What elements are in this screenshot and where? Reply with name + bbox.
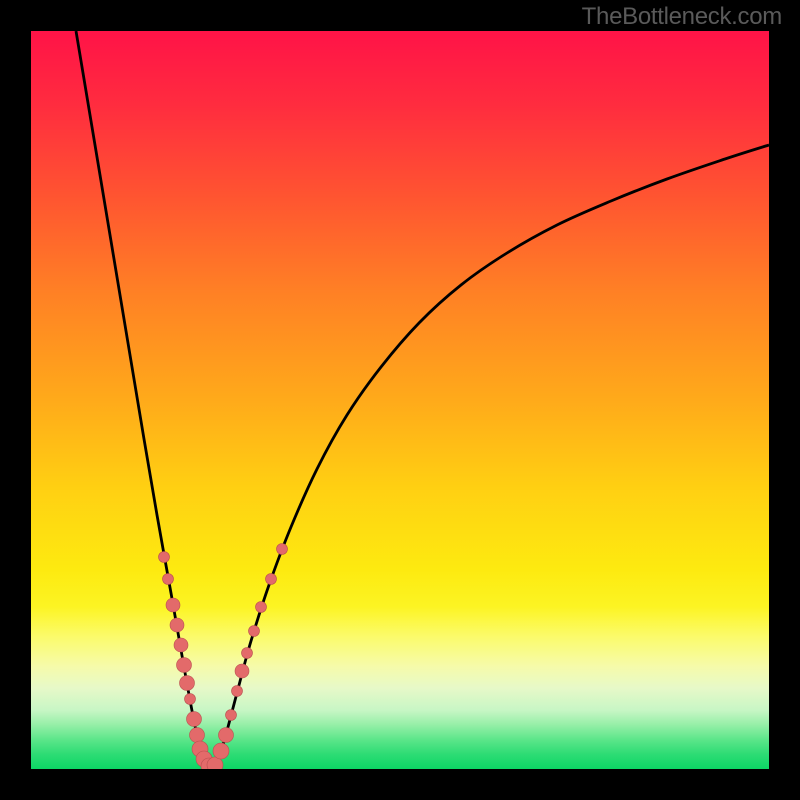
frame-bottom: [0, 769, 800, 800]
gradient-background: [31, 31, 769, 769]
frame-right: [769, 0, 800, 800]
plot-area: [31, 31, 769, 769]
frame-left: [0, 0, 31, 800]
watermark-text: TheBottleneck.com: [582, 3, 782, 31]
